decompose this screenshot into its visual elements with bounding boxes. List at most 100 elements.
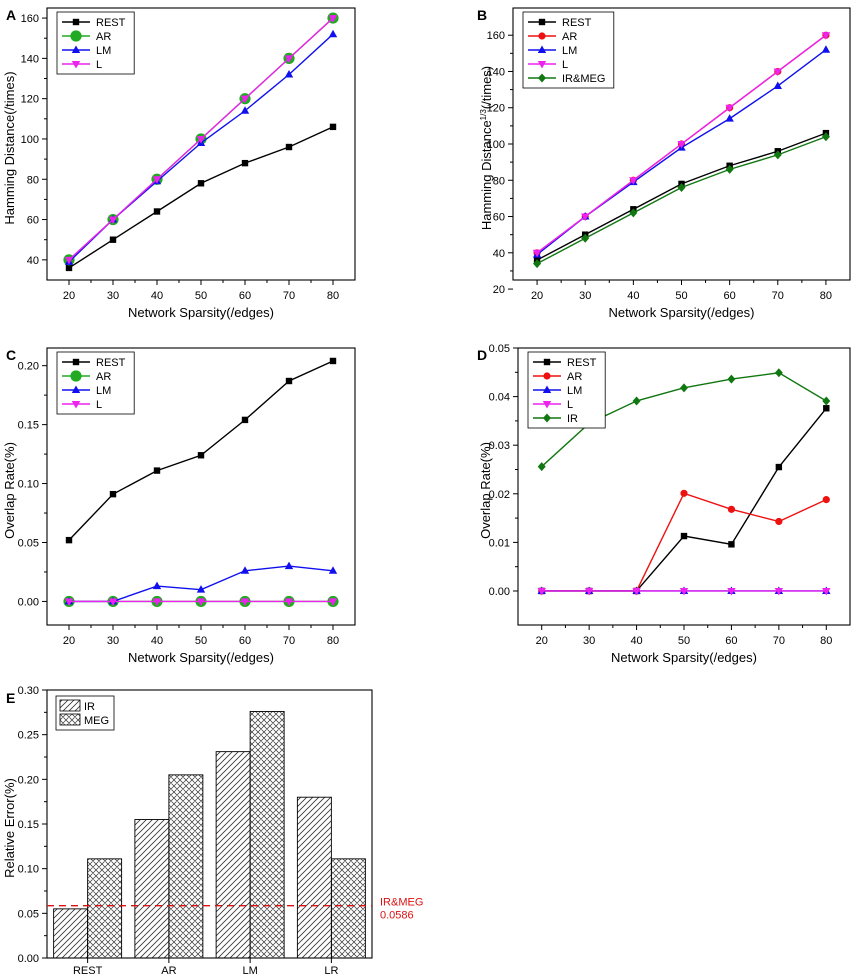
panel-c-xtick-label: 60 bbox=[239, 635, 251, 647]
panel-b-point bbox=[773, 81, 782, 89]
panel-d-legend-label: L bbox=[567, 399, 573, 411]
panel-b-letter: B bbox=[477, 7, 487, 23]
panel-d-xtick-label: 20 bbox=[536, 635, 548, 647]
panel-d-letter: D bbox=[477, 347, 487, 363]
panel-e: E 0.00 0.05 0.10 0.15 0.20 0.25 0.30 REST AR LM LR I… bbox=[2, 685, 423, 977]
panel-d-legend-label: LM bbox=[567, 385, 582, 397]
panel-d-point bbox=[774, 368, 783, 378]
panel-b-point bbox=[773, 150, 782, 160]
panel-d-point bbox=[774, 587, 784, 596]
panel-b-ytick-label: 80 bbox=[493, 175, 505, 187]
panel-b-ytick-label: 20 bbox=[493, 284, 505, 296]
panel-a-point bbox=[108, 216, 118, 225]
panel-d-point bbox=[822, 396, 831, 406]
panel-a-point bbox=[329, 123, 337, 131]
panel-a-legend: REST AR LM L bbox=[56, 11, 135, 75]
panel-e-bar-meg bbox=[168, 774, 204, 959]
panel-a-point bbox=[65, 264, 73, 272]
panel-b-xtick-label: 70 bbox=[772, 290, 784, 302]
panel-b-ytick-label: 100 bbox=[487, 139, 505, 151]
panel-d-legend: REST AR LM L IR bbox=[527, 351, 606, 429]
panel-c-point bbox=[108, 598, 118, 606]
panel-a-y-axis-label: Hamming Distance(/times) bbox=[2, 71, 17, 224]
panel-d-point bbox=[822, 496, 830, 504]
panel-d-legend-marker bbox=[542, 385, 552, 393]
panel-d-point bbox=[728, 541, 735, 548]
panel-b: B 20 30 40 50 60 70 80 20 40 60 80 100 120 140 160 Netwo… bbox=[477, 7, 851, 320]
panel-e-legend: IR MEG bbox=[55, 695, 115, 731]
panel-c-point bbox=[241, 416, 249, 424]
panel-c-xtick-label: 30 bbox=[107, 635, 119, 647]
panel-e-legend-swatch bbox=[59, 699, 81, 712]
panel-c-xtick-label: 80 bbox=[327, 635, 339, 647]
panel-b-point bbox=[821, 45, 831, 53]
panel-c-x-axis-label: Network Sparsity(/edges) bbox=[128, 650, 274, 665]
panel-e-ytick-label: 0.10 bbox=[18, 864, 39, 876]
panel-e-letter: E bbox=[6, 690, 15, 706]
panel-b-point bbox=[773, 68, 782, 76]
panel-c-legend-label: LM bbox=[96, 385, 111, 397]
panel-b-legend: REST AR LM L IR&MEG bbox=[522, 11, 615, 89]
panel-a-xtick-label: 70 bbox=[283, 290, 295, 302]
panel-b-point bbox=[677, 141, 686, 149]
panel-a-point bbox=[109, 236, 117, 243]
panel-b-xtick-label: 50 bbox=[675, 290, 687, 302]
panel-a-legend-marker bbox=[71, 61, 81, 69]
panel-c-point bbox=[240, 598, 250, 606]
panel-a-point bbox=[285, 143, 293, 151]
panel-b-point bbox=[821, 132, 830, 142]
panel-e-category-label: LM bbox=[242, 965, 257, 977]
panel-b-x-axis-label: Network Sparsity(/edges) bbox=[609, 305, 755, 320]
panel-a-point bbox=[284, 55, 294, 63]
panel-c-legend-label: AR bbox=[96, 371, 111, 383]
panel-b-legend-label: L bbox=[562, 59, 568, 71]
panel-d-point bbox=[632, 587, 641, 596]
panel-d-series-l bbox=[537, 587, 831, 596]
panel-d-ytick-label: 0.05 bbox=[489, 343, 510, 355]
panel-c-ytick-label: 0.15 bbox=[18, 420, 39, 432]
panel-d-point bbox=[727, 374, 736, 384]
panel-b-legend-marker bbox=[537, 45, 547, 53]
panel-c-series-l bbox=[64, 598, 338, 606]
panel-d-xtick-label: 50 bbox=[678, 635, 690, 647]
panel-c-point bbox=[64, 598, 74, 606]
panel-b-point bbox=[821, 32, 831, 40]
panel-a-series-l bbox=[64, 15, 338, 265]
panel-b-xtick-label: 60 bbox=[724, 290, 736, 302]
panel-c-point bbox=[284, 598, 294, 606]
panel-a-letter: A bbox=[6, 7, 16, 23]
panel-c-point bbox=[240, 566, 250, 574]
panel-e-bar-ir bbox=[53, 908, 89, 959]
panel-d-xtick-label: 70 bbox=[773, 635, 785, 647]
panel-d-legend-marker bbox=[543, 413, 551, 423]
panel-e-legend-label: MEG bbox=[84, 715, 109, 727]
panel-a-legend-label: AR bbox=[96, 31, 111, 43]
panel-d-point bbox=[727, 505, 736, 513]
panel-e-ytick-label: 0.05 bbox=[18, 908, 39, 920]
panel-c-legend-label: L bbox=[96, 399, 102, 411]
panel-d-point bbox=[680, 489, 688, 497]
panel-a-point bbox=[240, 95, 250, 104]
panel-a-xtick-label: 60 bbox=[239, 290, 251, 302]
panel-a-point bbox=[284, 69, 294, 78]
panel-b-legend-label: AR bbox=[562, 31, 577, 43]
panel-c-point bbox=[197, 452, 205, 459]
panel-d-series-ar bbox=[538, 489, 830, 595]
panel-d-ytick-label: 0.00 bbox=[489, 586, 510, 598]
panel-d-point bbox=[679, 587, 689, 596]
panel-a-xtick-label: 20 bbox=[63, 290, 75, 302]
panel-b-ytick-label: 40 bbox=[493, 248, 505, 260]
panel-d-line-rest bbox=[541, 407, 827, 592]
panel-b-ytick-label: 120 bbox=[487, 103, 505, 115]
panel-a-ytick-label: 160 bbox=[21, 13, 39, 25]
panel-c-letter: C bbox=[6, 347, 16, 363]
panel-b-ytick-label: 140 bbox=[487, 66, 505, 78]
panel-a-point bbox=[197, 180, 205, 187]
panel-c-xtick-label: 40 bbox=[151, 635, 163, 647]
panel-b-series-ir-meg bbox=[533, 132, 830, 269]
panel-a-line-rest bbox=[68, 126, 334, 269]
panel-d: D 20 30 40 50 60 70 80 0.00 0.01 0.02 0.03 0.04 0.05 N… bbox=[477, 343, 851, 665]
panel-b-legend-marker bbox=[538, 73, 546, 83]
panel-b-point bbox=[581, 233, 590, 243]
